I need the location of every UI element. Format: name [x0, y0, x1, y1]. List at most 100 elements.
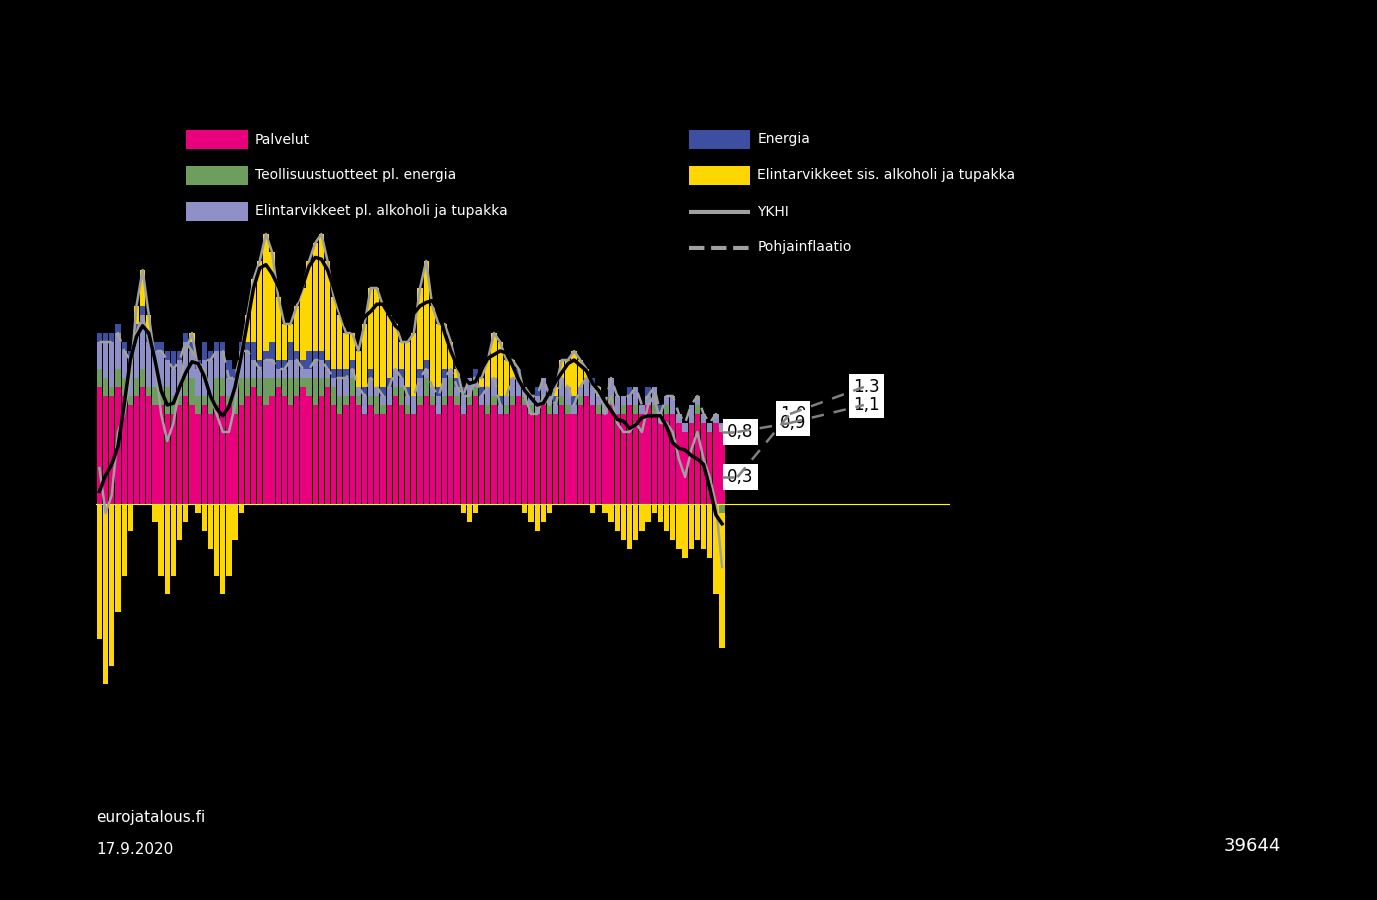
- Bar: [226, 378, 231, 396]
- Bar: [178, 405, 182, 504]
- Bar: [719, 504, 724, 513]
- Bar: [424, 261, 428, 360]
- Bar: [343, 396, 348, 405]
- Bar: [325, 261, 330, 360]
- Bar: [288, 324, 293, 342]
- Bar: [116, 504, 121, 612]
- Bar: [392, 324, 398, 369]
- Bar: [220, 396, 226, 504]
- Bar: [671, 396, 675, 414]
- Bar: [676, 504, 682, 549]
- Bar: [128, 396, 134, 405]
- Bar: [627, 504, 632, 549]
- Bar: [251, 342, 256, 360]
- Bar: [633, 504, 639, 540]
- Text: 1,0: 1,0: [779, 405, 806, 423]
- Bar: [220, 504, 226, 594]
- Bar: [646, 387, 651, 396]
- Bar: [201, 396, 207, 405]
- Bar: [683, 423, 687, 432]
- Bar: [614, 396, 620, 414]
- Bar: [380, 396, 386, 405]
- Bar: [614, 414, 620, 504]
- Bar: [713, 423, 719, 504]
- Text: Elintarvikkeet pl. alkoholi ja tupakka: Elintarvikkeet pl. alkoholi ja tupakka: [255, 204, 508, 219]
- Bar: [270, 396, 274, 504]
- Bar: [566, 387, 570, 405]
- Bar: [448, 378, 453, 396]
- Bar: [547, 396, 552, 405]
- Bar: [479, 405, 485, 504]
- Bar: [245, 342, 251, 351]
- Bar: [189, 342, 194, 351]
- Bar: [541, 396, 545, 405]
- Bar: [467, 378, 472, 396]
- Bar: [559, 378, 565, 396]
- Bar: [479, 378, 485, 387]
- Bar: [96, 333, 102, 342]
- Bar: [584, 369, 589, 378]
- Bar: [146, 333, 151, 342]
- Bar: [270, 342, 274, 360]
- Bar: [201, 405, 207, 504]
- Bar: [442, 378, 448, 396]
- Bar: [263, 405, 269, 504]
- Bar: [387, 405, 392, 504]
- Bar: [646, 504, 651, 522]
- Bar: [683, 432, 687, 504]
- Bar: [479, 396, 485, 405]
- Bar: [140, 369, 145, 387]
- Bar: [121, 396, 127, 504]
- Bar: [213, 351, 219, 378]
- Bar: [547, 504, 552, 513]
- Bar: [128, 504, 134, 531]
- Bar: [688, 423, 694, 504]
- Bar: [695, 504, 700, 540]
- Bar: [695, 396, 700, 405]
- Bar: [128, 360, 134, 396]
- Bar: [437, 396, 441, 414]
- Bar: [178, 396, 182, 405]
- Bar: [251, 360, 256, 378]
- Bar: [596, 396, 602, 405]
- Bar: [233, 378, 238, 396]
- Bar: [153, 342, 157, 351]
- Bar: [282, 369, 286, 378]
- Bar: [318, 351, 324, 360]
- Bar: [134, 333, 139, 378]
- Bar: [492, 333, 497, 378]
- Bar: [330, 387, 336, 405]
- Bar: [534, 396, 540, 414]
- Bar: [387, 315, 392, 378]
- Bar: [96, 342, 102, 369]
- Bar: [566, 405, 570, 414]
- Bar: [621, 504, 627, 540]
- Bar: [196, 369, 201, 396]
- Bar: [399, 405, 403, 504]
- Bar: [547, 405, 552, 414]
- Bar: [238, 342, 244, 351]
- Bar: [330, 297, 336, 369]
- Bar: [571, 405, 577, 414]
- Text: 1,3: 1,3: [854, 378, 880, 396]
- Bar: [178, 504, 182, 540]
- Bar: [695, 414, 700, 504]
- Bar: [208, 504, 213, 549]
- Bar: [713, 504, 719, 594]
- Bar: [343, 405, 348, 504]
- Bar: [430, 396, 435, 405]
- Bar: [140, 306, 145, 315]
- Bar: [405, 342, 410, 387]
- Bar: [153, 351, 157, 387]
- Bar: [109, 504, 114, 666]
- Bar: [313, 378, 318, 405]
- Bar: [109, 387, 114, 396]
- Bar: [602, 504, 607, 513]
- Bar: [355, 396, 361, 405]
- Bar: [578, 405, 582, 504]
- Bar: [399, 342, 403, 369]
- Bar: [467, 405, 472, 504]
- Bar: [392, 369, 398, 387]
- Bar: [492, 405, 497, 504]
- Bar: [448, 369, 453, 378]
